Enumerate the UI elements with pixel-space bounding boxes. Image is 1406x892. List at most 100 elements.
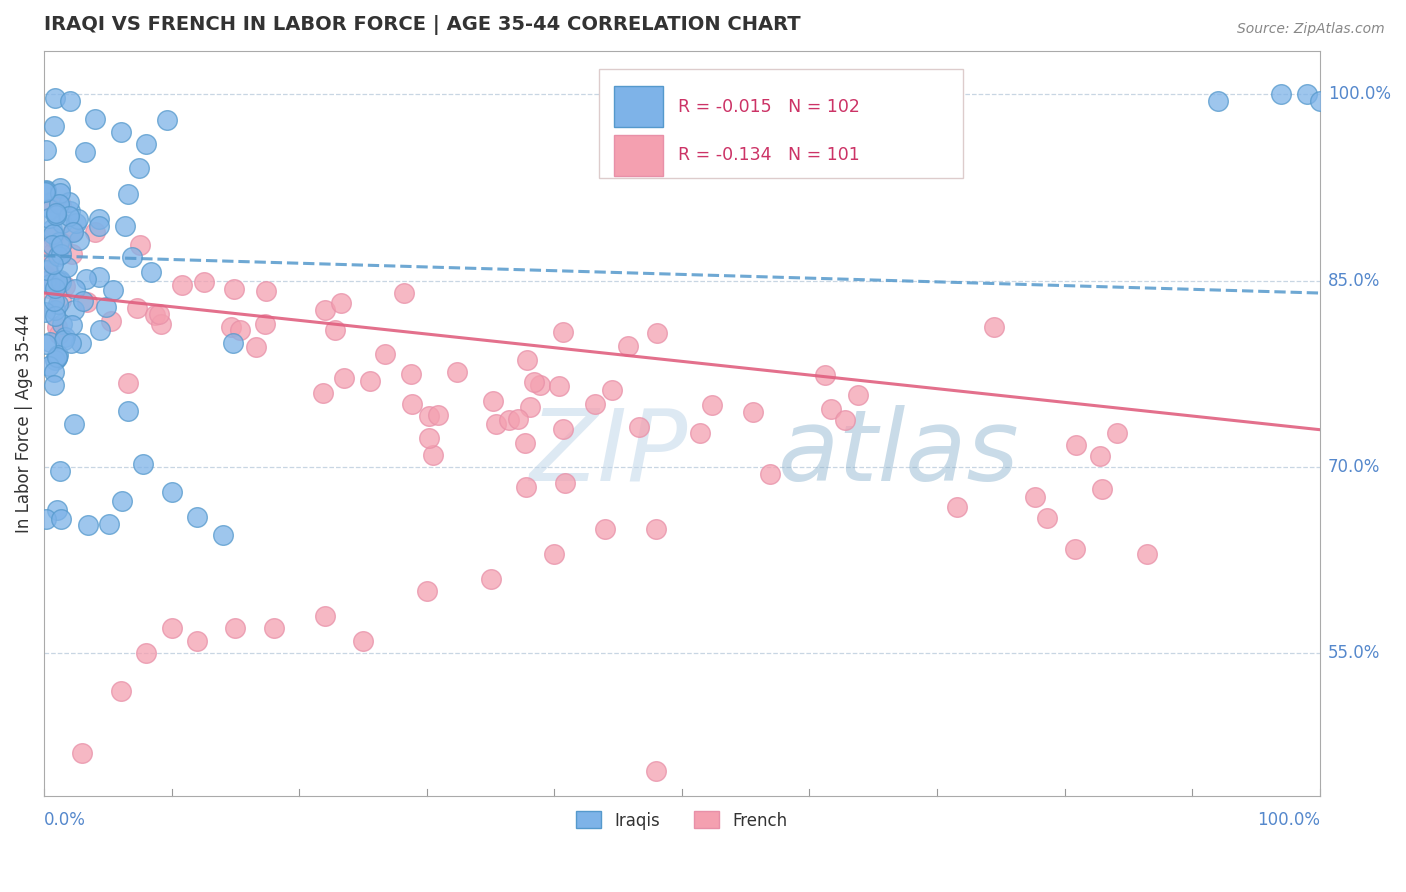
Point xyxy=(34,304,56,318)
Point xyxy=(34,185,56,199)
Point xyxy=(53,330,76,344)
Point xyxy=(35,143,58,157)
Point xyxy=(645,764,668,779)
Point xyxy=(44,353,66,368)
Point xyxy=(35,512,58,526)
Point xyxy=(519,401,541,415)
Point xyxy=(45,208,67,222)
Point xyxy=(42,119,65,133)
Point xyxy=(135,646,157,660)
Point xyxy=(94,300,117,314)
Point xyxy=(548,379,571,393)
Point xyxy=(523,375,546,389)
Point xyxy=(848,388,870,402)
Point xyxy=(51,235,73,250)
Point xyxy=(820,401,842,416)
Point xyxy=(983,319,1005,334)
Point xyxy=(117,404,139,418)
Point xyxy=(58,209,80,223)
Text: R = -0.015   N = 102: R = -0.015 N = 102 xyxy=(678,98,860,116)
Point xyxy=(553,421,575,435)
Point xyxy=(73,145,96,160)
Point xyxy=(49,181,72,195)
Point xyxy=(39,194,62,209)
Point xyxy=(222,283,245,297)
Point xyxy=(224,621,246,635)
Point xyxy=(38,211,60,226)
Point xyxy=(1036,511,1059,525)
Point xyxy=(63,282,86,296)
Point xyxy=(114,219,136,234)
Point xyxy=(1063,542,1085,557)
Point xyxy=(647,326,669,340)
Point xyxy=(48,326,70,341)
Point xyxy=(1090,449,1112,463)
Point xyxy=(418,409,440,424)
Y-axis label: In Labor Force | Age 35-44: In Labor Force | Age 35-44 xyxy=(15,314,32,533)
Point xyxy=(229,323,252,337)
Point xyxy=(45,274,67,288)
Point xyxy=(312,385,335,400)
Point xyxy=(51,216,73,230)
Point xyxy=(38,334,60,349)
Point xyxy=(135,136,157,151)
Point xyxy=(75,272,97,286)
Point xyxy=(253,317,276,331)
Point xyxy=(49,272,72,286)
Point xyxy=(42,378,65,392)
Point xyxy=(89,270,111,285)
Point xyxy=(617,339,640,353)
Point xyxy=(129,238,152,252)
Point xyxy=(553,325,575,339)
Point xyxy=(84,112,107,127)
Point xyxy=(263,621,285,635)
Point xyxy=(46,348,69,362)
Point xyxy=(330,296,353,310)
Point xyxy=(143,308,166,322)
Point xyxy=(100,314,122,328)
Point xyxy=(46,351,69,365)
Text: 70.0%: 70.0% xyxy=(1329,458,1381,476)
Point xyxy=(600,383,623,397)
Point xyxy=(35,260,58,275)
Point xyxy=(42,229,65,244)
Point xyxy=(1296,87,1319,102)
Text: 55.0%: 55.0% xyxy=(1329,644,1381,662)
Point xyxy=(52,333,75,347)
Point xyxy=(332,370,354,384)
Point xyxy=(65,216,87,230)
Point xyxy=(516,353,538,368)
Point xyxy=(45,206,67,220)
Point xyxy=(834,413,856,427)
Point xyxy=(155,113,177,128)
Point xyxy=(645,522,668,536)
Point xyxy=(392,286,415,301)
Point xyxy=(62,225,84,239)
Point xyxy=(76,294,98,309)
Point xyxy=(221,320,243,334)
Text: ZIP: ZIP xyxy=(529,405,688,502)
Point xyxy=(38,359,60,374)
Point xyxy=(44,309,66,323)
Point xyxy=(1024,490,1046,504)
Point xyxy=(554,476,576,491)
Point xyxy=(1136,547,1159,561)
Point xyxy=(35,336,58,351)
Point xyxy=(56,260,79,274)
Point xyxy=(97,517,120,532)
Point xyxy=(1206,94,1229,108)
Point xyxy=(62,318,84,332)
Point xyxy=(1091,482,1114,496)
Point xyxy=(245,340,267,354)
Point xyxy=(254,284,277,298)
Point xyxy=(48,197,70,211)
Text: Source: ZipAtlas.com: Source: ZipAtlas.com xyxy=(1237,22,1385,37)
Point xyxy=(35,182,58,196)
Point xyxy=(742,405,765,419)
Point xyxy=(38,280,60,294)
Point xyxy=(44,90,66,104)
Point xyxy=(121,250,143,264)
Text: 100.0%: 100.0% xyxy=(1329,86,1391,103)
Point xyxy=(193,275,215,289)
Point xyxy=(42,365,65,379)
